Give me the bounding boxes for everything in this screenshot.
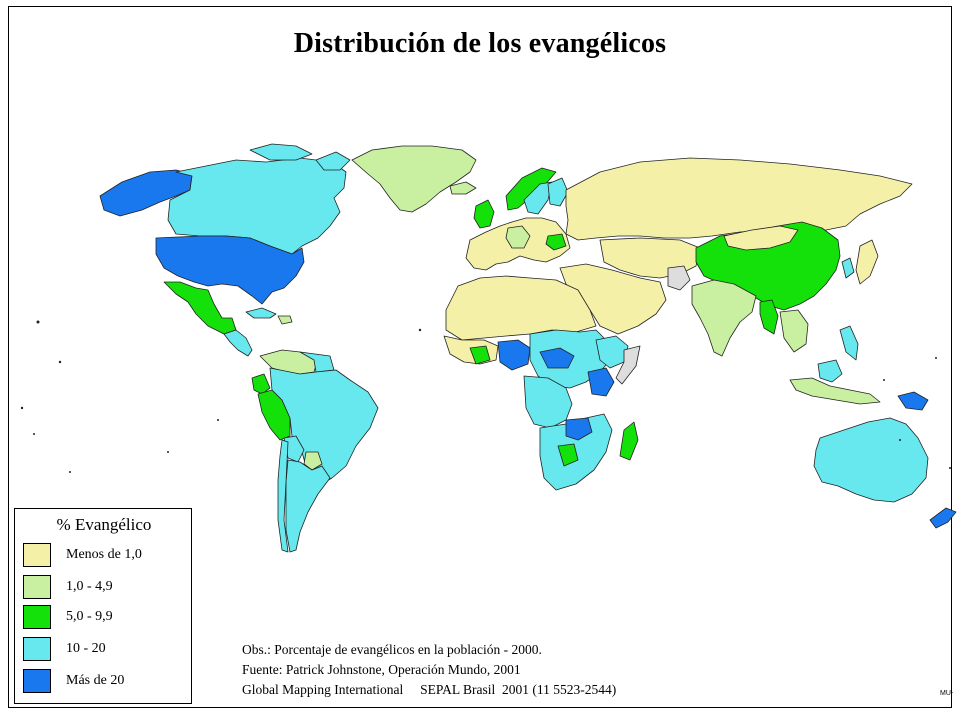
region-ghana bbox=[469, 345, 491, 365]
region-kenya bbox=[587, 367, 615, 397]
note-observation: Obs.: Porcentaje de evangélicos en la po… bbox=[242, 642, 542, 657]
region-indonesia bbox=[789, 377, 881, 405]
region-central-america bbox=[223, 329, 253, 357]
region-argentina bbox=[285, 459, 331, 553]
legend-swatch bbox=[23, 669, 51, 693]
region-mongolia bbox=[723, 225, 799, 251]
legend-label: 1,0 - 4,9 bbox=[66, 579, 113, 594]
legend-item: Más de 20 bbox=[23, 669, 188, 695]
region-australia bbox=[813, 417, 929, 503]
region-greenland bbox=[351, 145, 477, 213]
legend-item: 5,0 - 9,9 bbox=[23, 605, 188, 631]
region-alaska bbox=[99, 169, 193, 217]
map-legend: % Evangélico Menos de 1,0 1,0 - 4,9 5,0 … bbox=[14, 508, 192, 704]
region-japan bbox=[855, 239, 879, 285]
region-brazil bbox=[269, 367, 379, 487]
region-caribbean bbox=[245, 307, 277, 319]
legend-swatch bbox=[23, 543, 51, 567]
region-russia bbox=[565, 157, 913, 241]
legend-item: 10 - 20 bbox=[23, 637, 188, 663]
region-mexico bbox=[163, 281, 237, 335]
region-sweden bbox=[523, 181, 553, 215]
map-notes: Obs.: Porcentaje de evangélicos en la po… bbox=[242, 640, 616, 700]
region-philippines bbox=[839, 325, 859, 361]
region-india bbox=[691, 279, 757, 357]
region-png bbox=[897, 391, 929, 411]
legend-swatch bbox=[23, 637, 51, 661]
region-car bbox=[539, 347, 575, 369]
map-title: Distribución de los evangélicos bbox=[293, 28, 667, 59]
legend-label: 5,0 - 9,9 bbox=[66, 609, 113, 624]
region-finland bbox=[547, 177, 569, 207]
region-borneo bbox=[817, 359, 843, 383]
region-new-zealand bbox=[929, 507, 957, 529]
region-canada-islands-2 bbox=[315, 151, 351, 171]
region-botswana bbox=[557, 443, 579, 467]
region-uk bbox=[473, 199, 495, 229]
legend-item: 1,0 - 4,9 bbox=[23, 575, 188, 601]
region-madagascar bbox=[619, 421, 639, 461]
region-zambia bbox=[565, 417, 593, 441]
region-korea bbox=[841, 257, 855, 279]
region-canada-islands bbox=[249, 143, 313, 161]
region-usa bbox=[155, 235, 305, 305]
region-germany bbox=[505, 225, 531, 249]
legend-swatch bbox=[23, 605, 51, 629]
region-haiti bbox=[277, 315, 293, 325]
region-myanmar bbox=[759, 299, 779, 335]
region-chile bbox=[277, 439, 289, 553]
region-se-asia bbox=[779, 309, 809, 353]
region-iceland bbox=[449, 181, 477, 195]
note-source: Fuente: Patrick Johnstone, Operación Mun… bbox=[242, 662, 521, 677]
legend-label: 10 - 20 bbox=[66, 641, 106, 656]
region-romania bbox=[545, 233, 567, 251]
legend-item: Menos de 1,0 bbox=[23, 543, 188, 569]
legend-label: Menos de 1,0 bbox=[66, 547, 142, 562]
region-afghanistan bbox=[667, 265, 691, 291]
note-credits: Global Mapping International SEPAL Brasi… bbox=[242, 682, 617, 697]
legend-label: Más de 20 bbox=[66, 673, 125, 688]
region-nigeria bbox=[497, 339, 531, 371]
corner-credit: MU- bbox=[940, 690, 954, 697]
region-paraguay bbox=[303, 451, 323, 471]
region-somalia bbox=[615, 345, 641, 385]
legend-swatch bbox=[23, 575, 51, 599]
region-ecuador bbox=[251, 373, 271, 395]
legend-title: % Evangélico bbox=[56, 515, 152, 534]
